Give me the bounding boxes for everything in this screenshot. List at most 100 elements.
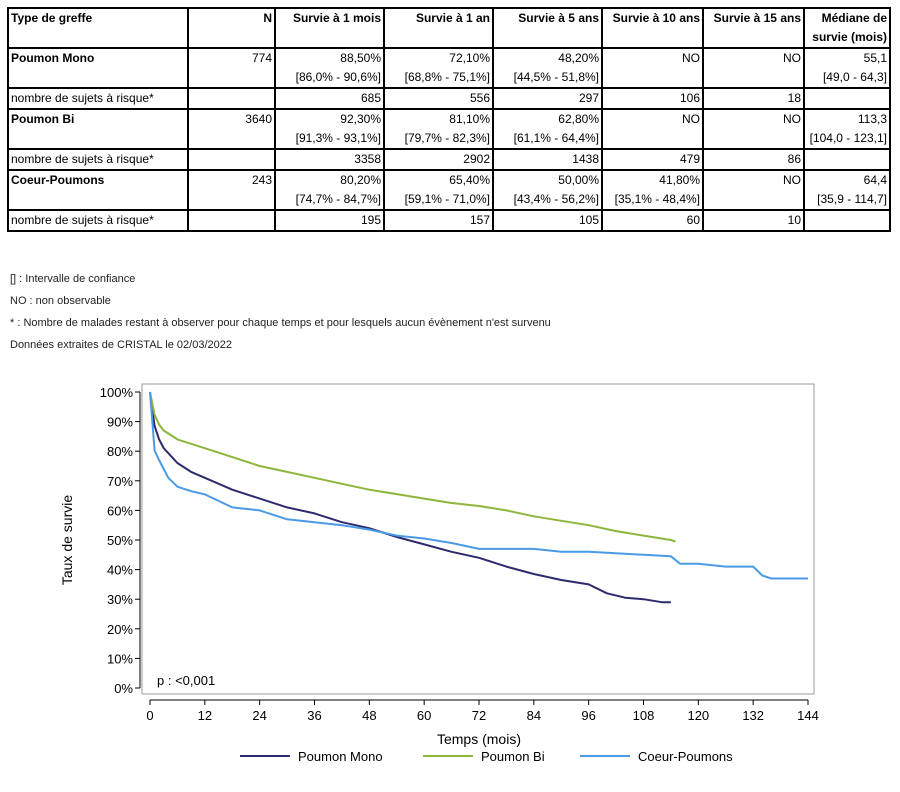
y-tick-label: 0%: [114, 681, 133, 696]
risk-5-ans: 297: [492, 87, 603, 110]
graft-type: Poumon Bi: [7, 108, 189, 150]
risk-10-ans: 479: [601, 148, 704, 171]
legend-label: Poumon Bi: [481, 749, 545, 764]
risk-empty: [187, 148, 276, 171]
risk-1-an: 2902: [383, 148, 494, 171]
risk-10-ans: 60: [601, 209, 704, 232]
col-header-n: N: [187, 7, 276, 49]
ci: [44,5% - 51,8%]: [513, 70, 599, 84]
risk-label: nombre de sujets à risque*: [7, 87, 189, 110]
ci: [35,1% - 48,4%]: [614, 192, 700, 206]
x-tick-label: 0: [146, 708, 153, 723]
risk-empty: [187, 209, 276, 232]
risk-15-ans: 86: [702, 148, 805, 171]
x-axis-label: Temps (mois): [437, 731, 521, 747]
x-tick-label: 24: [252, 708, 266, 723]
col-header-1-an: Survie à 1 an: [383, 7, 494, 49]
value: 80,20%: [340, 173, 381, 187]
survival-1-an: 72,10% [68,8% - 75,1%]: [383, 47, 494, 89]
risk-empty: [803, 148, 891, 171]
x-tick-label: 48: [362, 708, 376, 723]
risk-label: nombre de sujets à risque*: [7, 209, 189, 232]
series-line-1: [149, 391, 676, 543]
table-row: Coeur-Poumons 243 80,20% [74,7% - 84,7%] …: [7, 169, 891, 211]
risk-row: nombre de sujets à risque* 195 157 105 6…: [7, 209, 891, 232]
series-line-2: [149, 391, 808, 580]
median-survival: 55,1 [49,0 - 64,3]: [803, 47, 891, 89]
risk-empty: [803, 209, 891, 232]
table-header-row: Type de greffe N Survie à 1 mois Survie …: [7, 7, 891, 49]
x-tick-label: 84: [527, 708, 541, 723]
value: NO: [682, 112, 700, 126]
y-tick-label: 50%: [107, 533, 133, 548]
value: 55,1: [863, 51, 887, 65]
y-tick-label: 100%: [100, 385, 134, 400]
ci: [59,1% - 71,0%]: [404, 192, 490, 206]
risk-1-an: 157: [383, 209, 494, 232]
n-value: 3640: [187, 108, 276, 150]
risk-15-ans: 10: [702, 209, 805, 232]
ci: [79,7% - 82,3%]: [404, 131, 490, 145]
risk-1-mois: 195: [274, 209, 385, 232]
survival-5-ans: 48,20% [44,5% - 51,8%]: [492, 47, 603, 89]
ci: [86,0% - 90,6%]: [295, 70, 381, 84]
col-header-mediane: Médiane de survie (mois): [803, 7, 891, 49]
y-tick-label: 40%: [107, 563, 133, 578]
graft-type: Coeur-Poumons: [7, 169, 189, 211]
legend-label: Poumon Mono: [298, 749, 383, 764]
risk-row: nombre de sujets à risque* 3358 2902 143…: [7, 148, 891, 171]
x-tick-label: 120: [687, 708, 709, 723]
survival-10-ans: 41,80% [35,1% - 48,4%]: [601, 169, 704, 211]
survival-chart: 0% 10% 20% 30% 40% 50% 60% 70% 80% 90% 100% 0 12 24 36…: [59, 383, 819, 764]
ci: [91,3% - 93,1%]: [295, 131, 381, 145]
value: 65,40%: [449, 173, 490, 187]
survival-15-ans: NO: [702, 169, 805, 211]
x-tick-label: 60: [417, 708, 431, 723]
mediane-line-2: survie (mois): [812, 30, 887, 44]
risk-label: nombre de sujets à risque*: [7, 148, 189, 171]
ci: [74,7% - 84,7%]: [295, 192, 381, 206]
col-header-5-ans: Survie à 5 ans: [492, 7, 603, 49]
x-tick-label: 72: [472, 708, 486, 723]
note-data-source: Données extraites de CRISTAL le 02/03/20…: [10, 339, 232, 351]
value: 72,10%: [449, 51, 490, 65]
graft-type: Poumon Mono: [7, 47, 189, 89]
y-tick-label: 10%: [107, 651, 133, 666]
ci: [61,1% - 64,4%]: [513, 131, 599, 145]
ci: [35,9 - 114,7]: [817, 192, 887, 206]
survival-1-an: 65,40% [59,1% - 71,0%]: [383, 169, 494, 211]
x-tick-label: 132: [742, 708, 764, 723]
y-tick-label: 90%: [107, 415, 133, 430]
value: 41,80%: [659, 173, 700, 187]
value: 50,00%: [558, 173, 599, 187]
y-tick-label: 30%: [107, 592, 133, 607]
value: 62,80%: [558, 112, 599, 126]
ci: [49,0 - 64,3]: [822, 70, 887, 84]
survival-5-ans: 62,80% [61,1% - 64,4%]: [492, 108, 603, 150]
value: 64,4: [863, 173, 887, 187]
survival-10-ans: NO: [601, 47, 704, 89]
y-tick-label: 80%: [107, 444, 133, 459]
col-header-1-mois: Survie à 1 mois: [274, 7, 385, 49]
x-tick-label: 144: [797, 708, 819, 723]
n-value: 774: [187, 47, 276, 89]
risk-1-mois: 685: [274, 87, 385, 110]
note-non-observable: NO : non observable: [10, 295, 111, 307]
survival-10-ans: NO: [601, 108, 704, 150]
y-tick-label: 20%: [107, 622, 133, 637]
survival-1-mois: 92,30% [91,3% - 93,1%]: [274, 108, 385, 150]
table-row: Poumon Bi 3640 92,30% [91,3% - 93,1%] 81,…: [7, 108, 891, 150]
value: 81,10%: [449, 112, 490, 126]
p-value-annotation: p : <0,001: [157, 673, 215, 688]
survival-15-ans: NO: [702, 47, 805, 89]
footnotes: [] : Intervalle de confiance NO : non ob…: [10, 268, 551, 356]
mediane-line-1: Médiane de: [821, 11, 887, 25]
risk-5-ans: 105: [492, 209, 603, 232]
note-confidence-interval: [] : Intervalle de confiance: [10, 273, 136, 285]
col-header-type: Type de greffe: [7, 7, 189, 49]
survival-15-ans: NO: [702, 108, 805, 150]
x-tick-label: 12: [198, 708, 212, 723]
median-survival: 64,4 [35,9 - 114,7]: [803, 169, 891, 211]
ci: [43,4% - 56,2%]: [513, 192, 599, 206]
x-tick-label: 96: [581, 708, 595, 723]
